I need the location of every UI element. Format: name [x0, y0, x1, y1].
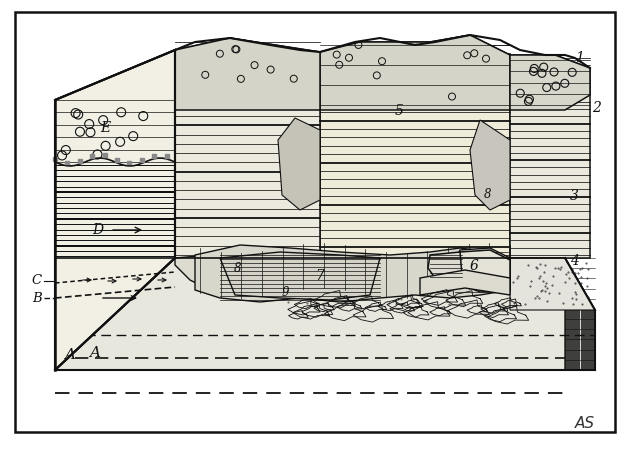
Text: 8: 8 [484, 188, 492, 202]
Polygon shape [320, 35, 510, 110]
Polygon shape [470, 120, 510, 210]
Text: AS: AS [575, 416, 595, 431]
Text: C: C [32, 275, 42, 287]
Text: 2: 2 [592, 101, 601, 115]
Text: 8: 8 [234, 262, 242, 275]
Text: 1: 1 [575, 51, 584, 65]
Polygon shape [420, 270, 510, 295]
Polygon shape [510, 55, 590, 110]
Polygon shape [220, 252, 380, 300]
Text: 5: 5 [395, 104, 404, 118]
Text: D: D [92, 223, 104, 237]
Text: A: A [65, 348, 76, 362]
Text: A: A [90, 346, 100, 360]
Polygon shape [428, 252, 462, 278]
Polygon shape [195, 245, 510, 302]
Polygon shape [565, 258, 595, 370]
Polygon shape [55, 258, 595, 370]
Text: B: B [32, 291, 42, 305]
Polygon shape [175, 255, 290, 300]
Text: E: E [100, 121, 110, 135]
Polygon shape [278, 118, 320, 210]
Polygon shape [175, 38, 320, 258]
Polygon shape [452, 248, 510, 292]
Polygon shape [175, 38, 320, 110]
Text: 3: 3 [570, 189, 579, 203]
Text: 4: 4 [570, 254, 579, 268]
Text: 6: 6 [470, 259, 479, 273]
Polygon shape [55, 50, 175, 370]
Polygon shape [320, 35, 510, 258]
Polygon shape [510, 258, 595, 310]
Polygon shape [458, 250, 510, 282]
Text: 7: 7 [315, 269, 324, 283]
Text: 9: 9 [281, 286, 289, 298]
Polygon shape [510, 55, 590, 258]
